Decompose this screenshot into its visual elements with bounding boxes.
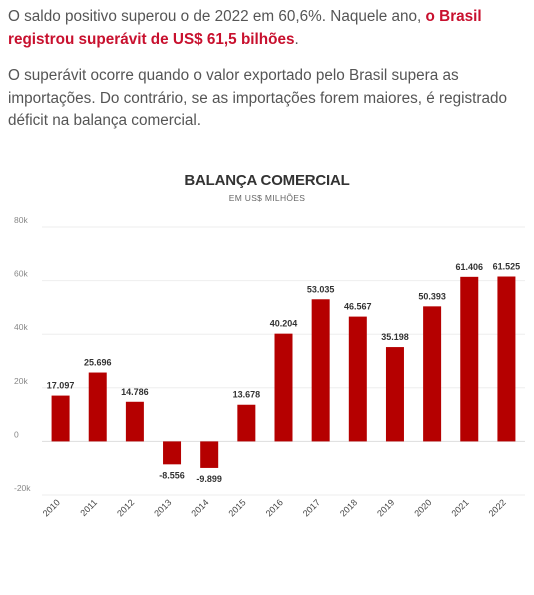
- bar: [348, 316, 367, 442]
- trade-balance-chart: BALANÇA COMERCIAL EM US$ MILHÕES 80k 60k 4…: [0, 160, 534, 540]
- bar: [237, 404, 256, 442]
- x-tick-label: 2022: [487, 497, 508, 518]
- x-tick-label: 2014: [189, 497, 210, 518]
- y-tick-label: 0: [14, 429, 19, 439]
- bar: [163, 441, 182, 465]
- data-label: -8.556: [159, 470, 185, 480]
- x-tick-label: 2017: [301, 497, 322, 518]
- data-label: 50.393: [418, 291, 446, 301]
- data-label: 61.525: [493, 262, 521, 272]
- article-text: O saldo positivo superou o de 2022 em 60…: [8, 6, 530, 133]
- bar: [385, 347, 404, 442]
- x-tick-label: 2021: [449, 497, 470, 518]
- chart-subtitle: EM US$ MILHÕES: [228, 193, 306, 203]
- y-tick-label: 80k: [14, 215, 28, 225]
- bar: [125, 401, 144, 442]
- bar: [88, 372, 107, 442]
- x-tick-label: 2011: [78, 497, 99, 518]
- y-tick-label: 20k: [14, 376, 28, 386]
- data-label: -9.899: [196, 474, 222, 484]
- x-tick-label: 2010: [41, 497, 62, 518]
- chart-plot-area: 80k 60k 40k 20k 0 -20k 17.097 2010 25.696 2011 14.…: [14, 215, 525, 519]
- paragraph-1-end: .: [294, 30, 299, 48]
- bar: [51, 395, 70, 442]
- x-tick-label: 2016: [264, 497, 285, 518]
- bar: [200, 441, 219, 468]
- data-label: 61.406: [456, 262, 484, 272]
- data-label: 17.097: [47, 381, 75, 391]
- data-label: 14.786: [121, 387, 149, 397]
- bar: [460, 276, 479, 442]
- data-label: 53.035: [307, 284, 335, 294]
- paragraph-2: O superávit ocorre quando o valor export…: [8, 67, 508, 129]
- bar: [497, 276, 516, 442]
- data-label: 25.696: [84, 358, 112, 368]
- paragraph-1-highlight: o Brasil registrou superávit de US$ 61,5…: [8, 8, 482, 48]
- data-label: 35.198: [381, 332, 409, 342]
- data-label: 40.204: [270, 319, 298, 329]
- y-tick-label: -20k: [14, 483, 31, 493]
- paragraph-1-text: O saldo positivo superou o de 2022 em 60…: [8, 8, 426, 25]
- x-tick-label: 2012: [115, 497, 136, 518]
- x-tick-label: 2019: [375, 497, 396, 518]
- data-label: 13.678: [233, 390, 261, 400]
- x-tick-label: 2015: [227, 497, 248, 518]
- x-tick-label: 2013: [152, 497, 173, 518]
- y-tick-label: 60k: [14, 269, 28, 279]
- bar: [423, 306, 442, 442]
- data-label: 46.567: [344, 302, 372, 312]
- chart-title: BALANÇA COMERCIAL: [184, 172, 350, 189]
- x-tick-label: 2020: [412, 497, 433, 518]
- bar: [274, 333, 293, 442]
- x-tick-label: 2018: [338, 497, 359, 518]
- y-tick-label: 40k: [14, 322, 28, 332]
- bar: [311, 299, 330, 442]
- paragraph-1: O saldo positivo superou o de 2022 em 60…: [8, 6, 530, 51]
